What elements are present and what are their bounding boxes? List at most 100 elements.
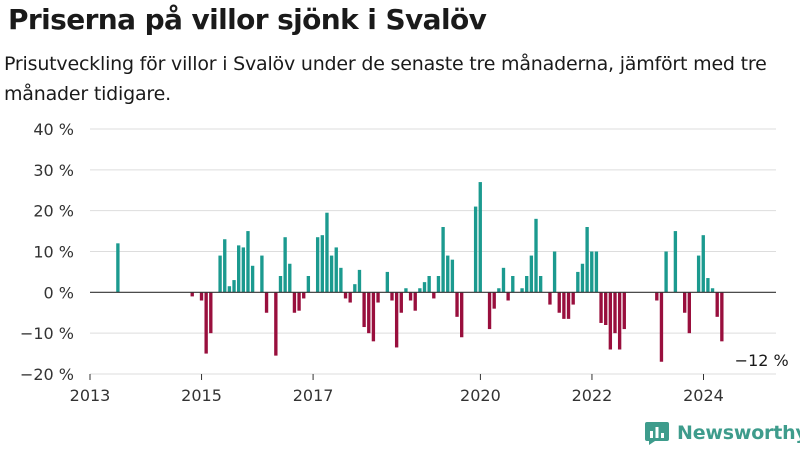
bar	[548, 292, 552, 305]
x-tick-label: 2015	[181, 386, 222, 405]
chart-title: Priserna på villor sjönk i Svalöv	[8, 3, 487, 36]
bar	[250, 265, 255, 293]
gridlines	[90, 128, 776, 375]
bar	[655, 292, 659, 301]
bar	[190, 292, 194, 297]
bar	[422, 282, 427, 293]
brand-logo: Newsworthy	[644, 418, 800, 448]
bar	[199, 292, 204, 301]
annotations: −12 %	[735, 351, 789, 370]
bar	[218, 255, 222, 293]
bar	[497, 288, 501, 293]
x-tick-label: 2022	[572, 386, 613, 405]
bar	[237, 245, 241, 293]
bar	[622, 292, 626, 330]
bar	[604, 292, 608, 325]
bar	[334, 247, 338, 293]
bar	[367, 292, 371, 334]
x-tick-label: 2013	[70, 386, 111, 405]
last-value-annotation: −12 %	[735, 351, 789, 370]
bar	[371, 292, 376, 342]
bar	[538, 276, 543, 293]
bar	[599, 292, 603, 323]
bar	[385, 271, 390, 293]
chart-subtitle: Prisutveckling för villor i Svalöv under…	[4, 53, 767, 105]
bar	[232, 280, 236, 293]
bar	[590, 251, 594, 293]
bar	[706, 278, 710, 293]
bar	[278, 276, 283, 293]
bar	[362, 292, 366, 328]
bar	[357, 269, 362, 293]
bar	[450, 259, 455, 293]
bar	[264, 292, 269, 313]
bar	[329, 255, 334, 293]
bar	[339, 267, 343, 293]
bar	[520, 288, 524, 293]
bar	[446, 255, 450, 293]
bar	[511, 276, 515, 293]
bar	[683, 292, 687, 313]
bar	[473, 206, 478, 293]
bar	[506, 292, 510, 301]
bar	[302, 292, 306, 299]
y-tick-label: 20 %	[33, 202, 74, 221]
y-axis: 40 % 30 % 20 % 10 % 0 % −10 % −20 %	[20, 120, 776, 384]
x-axis: 2013 2015 2017 2020 2022 2024	[70, 374, 724, 405]
bar	[701, 235, 705, 293]
bar	[413, 292, 417, 311]
bar	[209, 292, 213, 334]
x-tick-label: 2024	[683, 386, 724, 405]
bars	[116, 182, 724, 362]
bar	[394, 292, 399, 348]
bar	[320, 235, 324, 293]
bar	[436, 276, 441, 293]
bar	[227, 286, 232, 293]
bar	[710, 288, 715, 293]
bar	[116, 243, 120, 293]
y-tick-label: 0 %	[44, 283, 74, 302]
bar	[557, 292, 561, 313]
y-tick-label: −20 %	[20, 365, 74, 384]
bar	[353, 284, 357, 293]
bar-chart-logo-icon	[645, 422, 669, 445]
bar	[204, 292, 208, 354]
y-tick-label: 40 %	[33, 120, 74, 139]
bar	[673, 231, 678, 293]
bar	[241, 247, 245, 293]
bar	[348, 292, 352, 303]
bar	[487, 292, 492, 330]
bar	[659, 292, 664, 362]
y-tick-label: 10 %	[33, 243, 74, 262]
bar	[376, 292, 380, 303]
bar	[315, 237, 320, 293]
bar	[687, 292, 691, 334]
y-tick-label: 30 %	[33, 161, 74, 180]
bar	[399, 292, 403, 313]
bar	[696, 255, 701, 293]
bar	[418, 288, 422, 293]
bar	[585, 227, 589, 293]
y-tick-label: −10 %	[20, 324, 74, 343]
bar	[501, 267, 506, 293]
bar	[552, 251, 557, 293]
bar	[478, 182, 482, 293]
bar	[408, 292, 413, 301]
bar	[492, 292, 496, 309]
bar	[427, 276, 431, 293]
bar	[306, 276, 311, 293]
x-tick-label: 2020	[460, 386, 501, 405]
bar	[613, 292, 617, 334]
bar	[580, 263, 585, 293]
bar	[223, 239, 227, 293]
bar	[617, 292, 622, 350]
bar	[720, 292, 724, 342]
bar	[297, 292, 301, 311]
bar	[260, 255, 264, 293]
bar	[288, 263, 292, 293]
bar	[292, 292, 297, 313]
bar	[562, 292, 566, 319]
bar	[534, 218, 538, 293]
bar	[283, 237, 287, 293]
